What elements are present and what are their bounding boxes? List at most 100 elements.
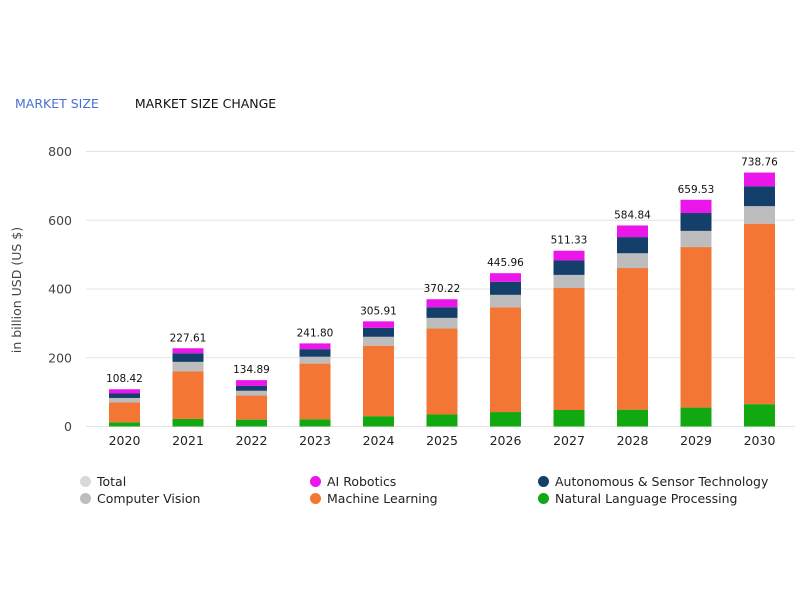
- bar-machine-learning-2028: [617, 268, 648, 410]
- bar-autonomous-sensor-technology-2027: [553, 260, 585, 275]
- bar-computer-vision-2026: [490, 294, 521, 308]
- bar-autonomous-sensor-technology-2026: [490, 281, 521, 295]
- bars: [109, 172, 775, 427]
- bar-machine-learning-2021: [172, 371, 204, 419]
- bar-ai-robotics-2022: [236, 380, 267, 386]
- total-label-2029: 659.53: [678, 184, 715, 196]
- bar-autonomous-sensor-technology-2023: [299, 349, 331, 357]
- legend-swatch-autonomous-sensor-technology: [538, 475, 549, 487]
- bar-machine-learning-2026: [490, 307, 521, 413]
- legend-swatch-natural-language-processing: [538, 492, 549, 504]
- bar-machine-learning-2029: [680, 247, 712, 408]
- x-tick-label-2026: 2026: [490, 433, 522, 448]
- x-tick-label-2027: 2027: [553, 433, 585, 448]
- bar-computer-vision-2029: [680, 230, 712, 248]
- bar-computer-vision-2024: [363, 336, 394, 346]
- total-label-2026: 445.96: [487, 257, 524, 269]
- legend-label-natural-language-processing: Natural Language Processing: [555, 490, 738, 506]
- bar-machine-learning-2024: [363, 345, 394, 417]
- y-axis-ticks: 0 200 400 600 800: [48, 144, 72, 434]
- x-tick-label-2029: 2029: [680, 433, 712, 448]
- x-tick-label-2022: 2022: [236, 433, 268, 448]
- bar-computer-vision-2025: [426, 317, 458, 329]
- bar-ai-robotics-2021: [172, 348, 204, 354]
- bar-ai-robotics-2029: [680, 199, 712, 214]
- x-tick-label-2021: 2021: [172, 433, 204, 448]
- bar-machine-learning-2023: [299, 363, 331, 420]
- legend-item-machine-learning[interactable]: Machine Learning: [310, 490, 438, 506]
- bar-autonomous-sensor-technology-2030: [744, 186, 775, 207]
- x-tick-label-2023: 2023: [299, 433, 331, 448]
- legend-swatch-ai-robotics: [310, 475, 321, 487]
- bar-ai-robotics-2028: [617, 225, 648, 238]
- total-label-2028: 584.84: [614, 209, 651, 221]
- legend-item-autonomous-sensor-technology[interactable]: Autonomous & Sensor Technology: [538, 473, 768, 489]
- bar-autonomous-sensor-technology-2022: [236, 385, 267, 391]
- bar-autonomous-sensor-technology-2029: [680, 213, 712, 231]
- bar-machine-learning-2025: [426, 328, 458, 415]
- bar-machine-learning-2030: [744, 223, 775, 405]
- y-tick-label-200: 200: [48, 350, 72, 365]
- bar-machine-learning-2020: [109, 402, 140, 423]
- y-tick-label-400: 400: [48, 282, 72, 297]
- bar-ai-robotics-2020: [109, 389, 140, 394]
- bar-autonomous-sensor-technology-2025: [426, 307, 458, 318]
- bar-ai-robotics-2030: [744, 172, 775, 187]
- bar-natural-language-processing-2029: [680, 407, 712, 427]
- bar-natural-language-processing-2020: [109, 422, 140, 427]
- bar-machine-learning-2022: [236, 395, 267, 420]
- total-label-2022: 134.89: [233, 364, 270, 376]
- bar-computer-vision-2021: [172, 361, 204, 372]
- total-label-2021: 227.61: [170, 332, 207, 344]
- total-label-2025: 370.22: [424, 283, 461, 295]
- bar-natural-language-processing-2021: [172, 418, 204, 427]
- tab-market-size[interactable]: MARKET SIZE: [15, 95, 99, 111]
- bar-computer-vision-2028: [617, 253, 648, 269]
- legend-swatch-total: [80, 475, 91, 487]
- legend-item-computer-vision[interactable]: Computer Vision: [80, 490, 200, 506]
- bar-ai-robotics-2025: [426, 299, 458, 308]
- bar-autonomous-sensor-technology-2021: [172, 353, 204, 362]
- tab-market-size-change[interactable]: MARKET SIZE CHANGE: [134, 95, 277, 111]
- total-labels: 108.42 227.61 134.89 241.80 305.91 370.22 445.…: [106, 157, 778, 386]
- bar-autonomous-sensor-technology-2028: [617, 237, 648, 254]
- bar-ai-robotics-2023: [299, 343, 331, 350]
- bar-natural-language-processing-2023: [299, 419, 331, 427]
- bar-natural-language-processing-2025: [426, 414, 458, 427]
- bar-machine-learning-2027: [553, 287, 585, 410]
- x-tick-label-2020: 2020: [109, 433, 141, 448]
- legend-label-ai-robotics: AI Robotics: [327, 473, 397, 489]
- bar-natural-language-processing-2027: [553, 410, 585, 427]
- bar-autonomous-sensor-technology-2020: [109, 393, 140, 398]
- total-label-2027: 511.33: [551, 235, 588, 247]
- total-label-2030: 738.76: [741, 157, 778, 169]
- legend: Total Computer Vision AI Robotics Machin…: [0, 473, 805, 513]
- total-label-2024: 305.91: [360, 305, 397, 317]
- x-tick-label-2028: 2028: [617, 433, 649, 448]
- bar-natural-language-processing-2022: [236, 419, 267, 427]
- x-tick-label-2025: 2025: [426, 433, 458, 448]
- legend-swatch-computer-vision: [80, 492, 91, 504]
- bar-ai-robotics-2026: [490, 273, 521, 282]
- bar-computer-vision-2030: [744, 206, 775, 224]
- legend-swatch-machine-learning: [310, 492, 321, 504]
- bar-natural-language-processing-2028: [617, 409, 648, 427]
- x-tick-label-2030: 2030: [744, 433, 776, 448]
- y-tick-label-0: 0: [64, 419, 72, 434]
- bar-autonomous-sensor-technology-2024: [363, 327, 394, 337]
- bar-computer-vision-2022: [236, 390, 267, 396]
- total-label-2023: 241.80: [297, 327, 334, 339]
- bar-computer-vision-2023: [299, 356, 331, 364]
- legend-item-natural-language-processing[interactable]: Natural Language Processing: [538, 490, 738, 506]
- bar-natural-language-processing-2024: [363, 416, 394, 427]
- y-axis-label: in billion USD (US $): [9, 227, 24, 353]
- bar-natural-language-processing-2026: [490, 412, 521, 427]
- bar-ai-robotics-2024: [363, 321, 394, 328]
- legend-item-total[interactable]: Total: [80, 473, 126, 489]
- legend-label-total: Total: [97, 473, 127, 489]
- legend-item-ai-robotics[interactable]: AI Robotics: [310, 473, 396, 489]
- total-label-2020: 108.42: [106, 373, 143, 385]
- tab-bar: MARKET SIZE MARKET SIZE CHANGE: [15, 94, 276, 112]
- y-tick-label-600: 600: [48, 213, 72, 228]
